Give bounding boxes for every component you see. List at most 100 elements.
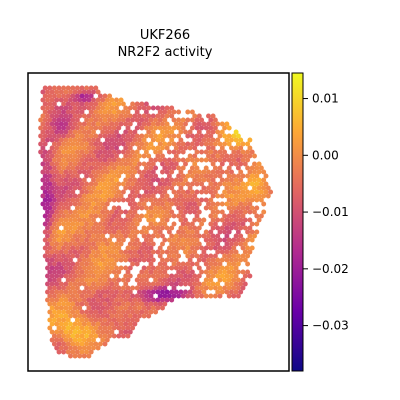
spot xyxy=(45,177,50,183)
spot xyxy=(178,289,184,295)
spot xyxy=(206,153,211,159)
spot xyxy=(109,145,115,151)
spot xyxy=(150,217,156,223)
spot xyxy=(95,153,101,159)
spot xyxy=(79,197,85,203)
spot xyxy=(65,213,71,219)
spot xyxy=(164,249,170,255)
spot xyxy=(93,253,99,259)
spot xyxy=(40,153,46,159)
spot xyxy=(226,221,232,227)
spot xyxy=(249,181,255,187)
spot xyxy=(116,149,122,155)
spot xyxy=(169,161,175,167)
spot xyxy=(238,281,244,287)
spot xyxy=(219,273,225,279)
spot xyxy=(56,269,62,275)
spot xyxy=(86,241,92,247)
spot xyxy=(224,185,230,191)
spot xyxy=(74,221,80,227)
spot xyxy=(116,213,122,219)
spot xyxy=(68,329,73,335)
spot xyxy=(226,197,232,203)
spot xyxy=(130,261,136,267)
spot xyxy=(183,281,188,287)
spot xyxy=(79,85,85,91)
spot xyxy=(212,253,218,259)
spot xyxy=(150,249,156,255)
spot xyxy=(100,249,106,255)
spot xyxy=(160,217,165,223)
spot xyxy=(201,121,207,127)
spot xyxy=(91,321,96,327)
spot xyxy=(109,281,115,287)
spot xyxy=(97,149,103,155)
spot xyxy=(97,125,103,131)
spot xyxy=(139,197,145,203)
spot xyxy=(70,229,76,235)
spot xyxy=(81,329,87,335)
spot xyxy=(215,185,221,191)
spot xyxy=(91,257,96,263)
spot xyxy=(137,289,142,295)
spot xyxy=(148,197,154,203)
spot xyxy=(176,149,182,155)
spot xyxy=(81,153,87,159)
spot xyxy=(153,149,159,155)
spot xyxy=(261,169,267,175)
spot xyxy=(219,257,225,263)
spot xyxy=(65,341,71,347)
spot xyxy=(137,161,142,167)
spot xyxy=(137,281,142,287)
spot xyxy=(51,93,57,99)
spot xyxy=(118,137,124,143)
spot xyxy=(93,157,99,163)
spot xyxy=(118,313,124,319)
spot xyxy=(137,113,142,119)
spot xyxy=(215,217,221,223)
spot xyxy=(93,197,99,203)
spot xyxy=(72,345,78,351)
spot xyxy=(162,125,168,131)
spot xyxy=(74,349,80,355)
spot xyxy=(171,245,177,251)
spot xyxy=(104,129,110,135)
spot xyxy=(183,249,188,255)
spot xyxy=(192,249,198,255)
spot xyxy=(196,113,202,119)
spot xyxy=(196,121,202,127)
spot xyxy=(61,229,67,235)
spot xyxy=(247,273,253,279)
spot xyxy=(139,181,145,187)
spot xyxy=(54,185,60,191)
spot xyxy=(150,257,156,263)
spot xyxy=(201,169,207,175)
spot xyxy=(210,177,216,183)
spot xyxy=(81,297,87,303)
spot xyxy=(215,241,221,247)
spot xyxy=(118,217,124,223)
spot xyxy=(164,273,170,279)
spot xyxy=(203,277,209,283)
spot xyxy=(178,185,184,191)
spot xyxy=(63,289,69,295)
spot xyxy=(127,233,133,239)
spot xyxy=(155,297,161,303)
spot xyxy=(199,221,205,227)
spot xyxy=(120,277,126,283)
spot xyxy=(189,285,195,291)
spot xyxy=(203,269,209,275)
spot xyxy=(180,141,186,147)
spot xyxy=(261,193,267,199)
spot xyxy=(65,165,71,171)
spot xyxy=(222,253,228,259)
spot xyxy=(100,297,106,303)
spot xyxy=(38,117,44,123)
spot xyxy=(178,137,184,143)
spot xyxy=(160,257,165,263)
spot xyxy=(235,165,241,171)
spot xyxy=(54,89,60,95)
spot xyxy=(252,233,257,239)
spot xyxy=(72,153,78,159)
spot xyxy=(102,213,108,219)
